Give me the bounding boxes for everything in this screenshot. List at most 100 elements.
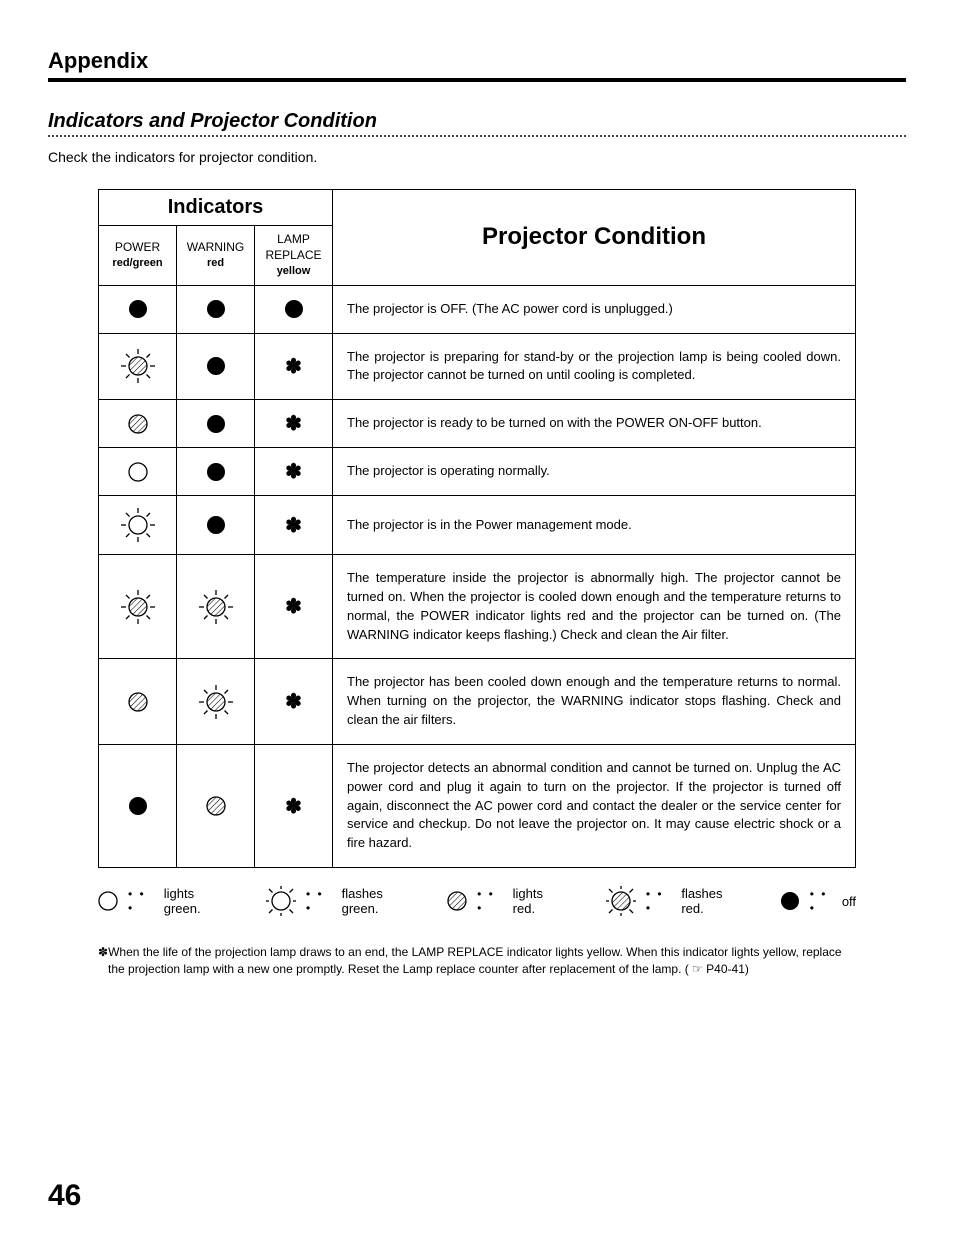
chapter-title: Appendix [48, 48, 906, 74]
table-row: ✽ The projector detects an abnormal condi… [99, 744, 856, 867]
warning-cell [177, 496, 255, 555]
section-dotted-rule [48, 135, 906, 137]
flash-green-icon [119, 506, 157, 544]
footnote: ✽When the life of the projection lamp dr… [98, 944, 856, 978]
light-red-icon [125, 411, 151, 437]
col-power-line1: POWER [115, 240, 160, 254]
off-icon [203, 353, 229, 379]
condition-desc: The projector is OFF. (The AC power cord… [333, 285, 856, 333]
col-lamp-line1: LAMP [277, 232, 310, 246]
off-icon [203, 459, 229, 485]
projector-condition-header: Projector Condition [333, 190, 856, 286]
col-power-header: POWER red/green [99, 226, 177, 286]
legend: • • •lights green.• • •flashes green.• •… [98, 886, 856, 916]
table-row: ✽ The projector has been cooled down enou… [99, 659, 856, 745]
indicators-table: Indicators Projector Condition POWER red… [98, 189, 856, 868]
legend-item: • • • lights green. [98, 886, 226, 916]
flash-red-icon [119, 347, 157, 385]
col-warning-line2: red [207, 257, 224, 269]
legend-label: lights green. [164, 886, 226, 916]
flash-green-icon [266, 886, 296, 916]
legend-item: • • • flashes green. [266, 886, 413, 916]
warning-cell [177, 744, 255, 867]
light-red-icon [447, 891, 467, 911]
off-icon [203, 296, 229, 322]
legend-dots: • • • [810, 887, 832, 915]
section-title: Indicators and Projector Condition [48, 110, 906, 133]
warning-cell [177, 400, 255, 448]
lamp-cell [255, 285, 333, 333]
condition-desc: The temperature inside the projector is … [333, 555, 856, 659]
legend-dots: • • • [646, 887, 671, 915]
legend-label: off [842, 894, 856, 909]
power-cell [99, 555, 177, 659]
intro-text: Check the indicators for projector condi… [48, 149, 906, 165]
off-icon [780, 891, 800, 911]
power-cell [99, 333, 177, 400]
legend-dots: • • • [306, 887, 332, 915]
power-cell [99, 285, 177, 333]
light-red-icon [125, 689, 151, 715]
star-icon: ✽ [285, 461, 302, 483]
off-icon [203, 512, 229, 538]
star-icon: ✽ [285, 413, 302, 435]
power-cell [99, 744, 177, 867]
legend-label: lights red. [513, 886, 562, 916]
lamp-cell: ✽ [255, 496, 333, 555]
table-row: ✽The projector is operating normally. [99, 448, 856, 496]
condition-desc: The projector is ready to be turned on w… [333, 400, 856, 448]
table-row: ✽ The projector is ready to be turned on … [99, 400, 856, 448]
chapter-rule [48, 78, 906, 82]
legend-label: flashes green. [342, 886, 413, 916]
condition-desc: The projector detects an abnormal condit… [333, 744, 856, 867]
table-row: ✽ The projector is in the Power managemen… [99, 496, 856, 555]
warning-cell [177, 448, 255, 496]
power-cell [99, 400, 177, 448]
star-icon: ✽ [285, 796, 302, 818]
lamp-cell: ✽ [255, 659, 333, 745]
power-cell [99, 496, 177, 555]
flash-red-icon [197, 588, 235, 626]
legend-label: flashes red. [681, 886, 739, 916]
power-cell [99, 659, 177, 745]
star-icon: ✽ [285, 596, 302, 618]
off-icon [125, 793, 151, 819]
col-warning-line1: WARNING [187, 240, 245, 254]
condition-desc: The projector is preparing for stand-by … [333, 333, 856, 400]
light-green-icon [125, 459, 151, 485]
off-icon [125, 296, 151, 322]
legend-dots: • • • [477, 887, 503, 915]
warning-cell [177, 285, 255, 333]
flash-red-icon [606, 886, 636, 916]
table-row: ✽The projector is preparing for stand-by… [99, 333, 856, 400]
col-lamp-line3: yellow [277, 265, 311, 277]
condition-desc: The projector is in the Power management… [333, 496, 856, 555]
flash-red-icon [119, 588, 157, 626]
condition-desc: The projector has been cooled down enoug… [333, 659, 856, 745]
flash-red-icon [197, 683, 235, 721]
legend-item: • • • off [780, 887, 856, 915]
col-lamp-line2: REPLACE [265, 248, 321, 262]
warning-cell [177, 659, 255, 745]
col-power-line2: red/green [112, 257, 162, 269]
light-red-icon [203, 793, 229, 819]
legend-dots: • • • [128, 887, 154, 915]
col-lamp-header: LAMP REPLACE yellow [255, 226, 333, 286]
off-icon [281, 296, 307, 322]
table-row: ✽ The temperature inside the projector is… [99, 555, 856, 659]
warning-cell [177, 333, 255, 400]
indicators-header: Indicators [99, 190, 333, 226]
col-warning-header: WARNING red [177, 226, 255, 286]
page-number: 46 [48, 1179, 81, 1213]
star-icon: ✽ [285, 515, 302, 537]
power-cell [99, 448, 177, 496]
lamp-cell: ✽ [255, 333, 333, 400]
star-icon: ✽ [285, 691, 302, 713]
lamp-cell: ✽ [255, 555, 333, 659]
warning-cell [177, 555, 255, 659]
off-icon [203, 411, 229, 437]
footnote-star: ✽ [98, 945, 108, 959]
light-green-icon [98, 891, 118, 911]
footnote-text: When the life of the projection lamp dra… [108, 945, 842, 976]
lamp-cell: ✽ [255, 744, 333, 867]
